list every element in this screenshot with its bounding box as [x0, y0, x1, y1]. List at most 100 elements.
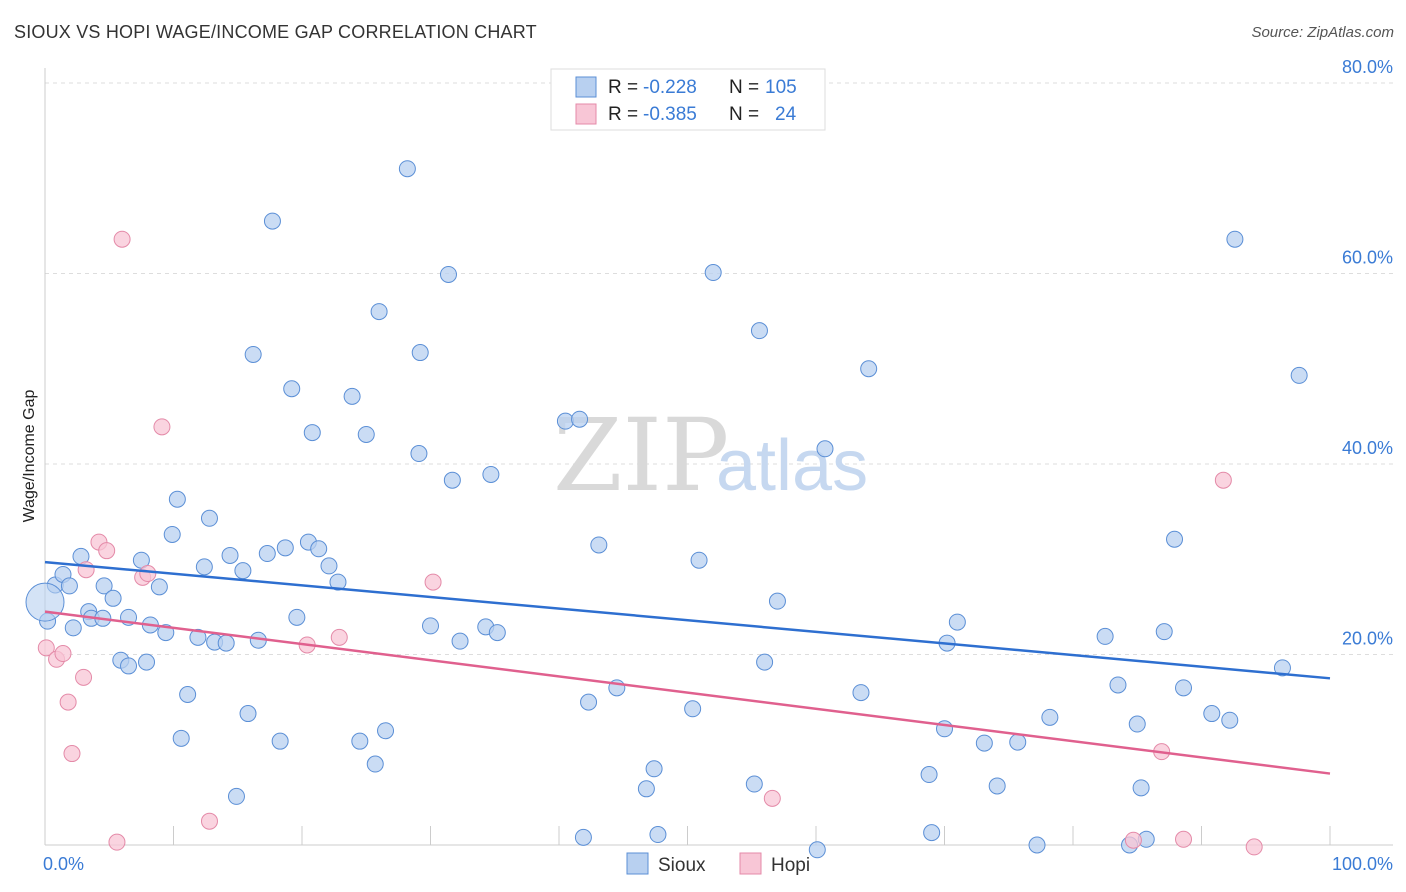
hopi-point: [153, 418, 171, 436]
sioux-point: [271, 732, 289, 750]
legend-r-value-sioux: -0.228: [643, 77, 697, 98]
sioux-point: [239, 705, 257, 723]
hopi-point: [98, 542, 116, 560]
sioux-point: [310, 540, 328, 558]
hopi-points: [37, 230, 1263, 856]
sioux-point: [808, 841, 826, 859]
legend-r-label-hopi: R =: [608, 104, 638, 125]
bottom-legend-swatch-hopi: [739, 852, 762, 875]
sioux-point: [704, 264, 722, 282]
sioux-point: [263, 212, 281, 230]
sioux-point: [410, 445, 428, 463]
hopi-point: [1245, 838, 1263, 856]
sioux-point: [574, 828, 592, 846]
hopi-point: [54, 645, 72, 663]
sioux-point: [580, 693, 598, 711]
sioux-point: [370, 303, 388, 321]
sioux-point: [288, 608, 306, 626]
sioux-point: [258, 545, 276, 563]
x-tick-labels: 0.0% 100.0%: [43, 854, 1393, 874]
sioux-point: [1028, 836, 1046, 854]
sioux-point: [439, 265, 457, 283]
legend-n-value-sioux: 105: [765, 77, 797, 98]
sioux-point: [227, 787, 245, 805]
sioux-point: [1009, 733, 1027, 751]
hopi-point: [1214, 471, 1232, 489]
sioux-point: [1226, 230, 1244, 248]
sioux-point: [200, 509, 218, 527]
sioux-point: [366, 755, 384, 773]
sioux-point: [357, 425, 375, 443]
hopi-point: [1124, 831, 1142, 849]
sioux-point: [168, 490, 186, 508]
sioux-point: [104, 589, 122, 607]
sioux-point: [750, 322, 768, 340]
sioux-point: [95, 577, 113, 595]
sioux-point: [1096, 627, 1114, 645]
sioux-point: [422, 617, 439, 635]
sioux-point: [637, 780, 655, 798]
hopi-point: [37, 639, 55, 657]
x-tick-label: 100.0%: [1332, 854, 1393, 874]
sioux-point: [303, 424, 321, 442]
hopi-point: [113, 230, 131, 248]
sioux-point: [860, 360, 878, 378]
sioux-point: [1128, 715, 1146, 733]
sioux-point: [179, 686, 197, 704]
sioux-point: [276, 539, 294, 557]
hopi-point: [330, 628, 348, 646]
hopi-point: [200, 812, 218, 830]
sioux-point: [948, 613, 966, 631]
sioux-point: [25, 582, 65, 622]
bottom-legend-label-sioux: Sioux: [658, 855, 706, 876]
hopi-point: [1175, 830, 1193, 848]
legend-n-value-hopi: 24: [775, 104, 797, 125]
sioux-point: [988, 777, 1006, 795]
y-tick-label: 80.0%: [1342, 57, 1393, 77]
hopi-point: [763, 789, 781, 807]
sioux-point: [1041, 708, 1059, 726]
sioux-point: [283, 380, 301, 398]
bottom-legend-label-hopi: Hopi: [771, 855, 810, 876]
sioux-point: [1132, 779, 1150, 797]
bottom-legend: Sioux Hopi: [626, 852, 810, 876]
sioux-point: [138, 653, 156, 671]
sioux-point: [488, 624, 506, 642]
sioux-point: [690, 551, 708, 569]
bottom-legend-swatch-sioux: [626, 852, 649, 875]
hopi-point: [139, 565, 157, 583]
sioux-point: [244, 345, 262, 363]
legend-swatch-hopi: [575, 103, 597, 125]
sioux-point: [234, 562, 252, 580]
sioux-point: [351, 732, 369, 750]
sioux-point: [684, 700, 702, 718]
hopi-point: [424, 573, 442, 591]
sioux-point: [1290, 366, 1308, 384]
hopi-trend-line: [44, 610, 1331, 775]
sioux-point: [1221, 711, 1239, 729]
sioux-point: [556, 412, 574, 430]
sioux-point: [451, 632, 469, 650]
legend-box: R = -0.228 N = 105 R = -0.385 N = 24: [550, 68, 826, 131]
sioux-point: [329, 573, 347, 591]
chart-title: SIOUX VS HOPI WAGE/INCOME GAP CORRELATIO…: [14, 22, 537, 42]
legend-swatch-sioux: [575, 76, 597, 98]
legend-n-label-sioux: N =: [729, 77, 759, 98]
sioux-point: [1273, 659, 1291, 677]
legend-r-value-hopi: -0.385: [643, 104, 697, 125]
sioux-point: [189, 628, 207, 646]
legend-frame: [550, 68, 826, 131]
y-tick-labels: 20.0% 40.0% 60.0% 80.0%: [1342, 57, 1393, 649]
hopi-point: [59, 693, 77, 711]
y-axis-label: Wage/Income Gap: [21, 390, 38, 523]
watermark-atlas: atlas: [716, 426, 868, 506]
trend-lines: [44, 560, 1331, 775]
sioux-point: [377, 722, 395, 740]
sioux-point: [745, 775, 763, 793]
sioux-point: [1175, 679, 1193, 697]
source-label: Source: ZipAtlas.com: [1251, 24, 1394, 41]
sioux-point: [320, 557, 338, 575]
sioux-trend-line: [44, 560, 1331, 680]
watermark: ZIP atlas: [553, 397, 868, 514]
